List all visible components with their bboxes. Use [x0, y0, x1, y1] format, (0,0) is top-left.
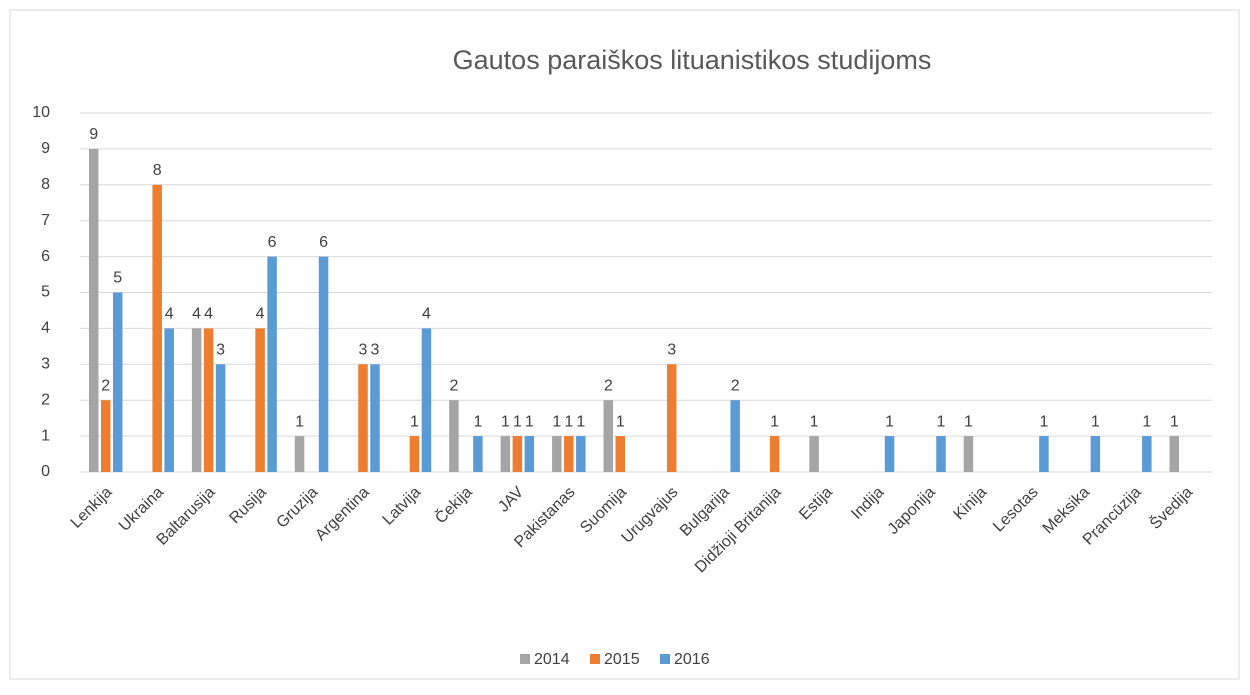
data-label: 3 — [359, 342, 368, 359]
data-label: 1 — [885, 413, 894, 430]
legend-swatch — [590, 654, 600, 664]
y-tick-label: 2 — [41, 391, 50, 408]
data-label: 2 — [449, 377, 458, 394]
bar — [564, 436, 574, 472]
legend-swatch — [520, 654, 530, 664]
data-label: 1 — [576, 413, 585, 430]
chart-border — [9, 9, 1240, 680]
data-label: 1 — [1142, 413, 1151, 430]
bar — [473, 436, 483, 472]
bar — [449, 400, 459, 472]
bar — [294, 436, 305, 472]
data-label: 1 — [410, 413, 419, 430]
chart-title: Gautos paraiškos lituanistikos studijoms — [453, 45, 932, 75]
bar — [809, 436, 819, 472]
bar — [267, 256, 277, 472]
data-label: 4 — [256, 306, 265, 323]
data-label: 1 — [937, 413, 946, 430]
bar — [1142, 436, 1152, 472]
bar — [603, 400, 614, 472]
y-tick-label: 0 — [41, 463, 50, 480]
data-label: 3 — [667, 342, 676, 359]
bar — [318, 256, 329, 472]
bar — [421, 328, 432, 472]
y-tick-label: 8 — [41, 176, 50, 193]
bar — [666, 364, 677, 472]
bar — [884, 436, 895, 472]
bar — [112, 292, 123, 472]
data-label: 3 — [371, 342, 380, 359]
data-label: 3 — [216, 342, 225, 359]
bar — [730, 400, 740, 472]
bar — [215, 364, 226, 472]
y-tick-label: 10 — [32, 104, 50, 121]
bar — [152, 184, 162, 473]
y-tick-label: 9 — [41, 140, 50, 157]
data-label: 2 — [101, 377, 110, 394]
data-label: 1 — [501, 413, 510, 430]
data-label: 8 — [153, 162, 162, 179]
data-label: 1 — [616, 413, 625, 430]
bar — [500, 436, 511, 472]
y-tick-label: 7 — [41, 212, 50, 229]
data-label: 1 — [513, 413, 522, 430]
y-tick-label: 5 — [41, 284, 50, 301]
bar — [512, 436, 523, 472]
bar — [552, 436, 562, 472]
data-label: 1 — [964, 413, 973, 430]
data-label: 4 — [422, 306, 431, 323]
bar — [164, 328, 174, 472]
bar — [100, 400, 111, 472]
data-label: 2 — [604, 377, 613, 394]
data-label: 4 — [165, 306, 174, 323]
y-tick-label: 3 — [41, 356, 50, 373]
data-label: 6 — [319, 234, 328, 251]
y-tick-label: 1 — [41, 427, 50, 444]
bar — [1169, 436, 1180, 472]
bar — [963, 436, 974, 472]
data-label: 1 — [1039, 413, 1048, 430]
bar — [88, 148, 99, 472]
data-label: 6 — [268, 234, 277, 251]
legend-swatch — [660, 654, 670, 664]
bar — [358, 364, 368, 472]
data-label: 1 — [810, 413, 819, 430]
data-label: 4 — [192, 306, 201, 323]
bar — [191, 328, 202, 472]
legend-label: 2016 — [674, 651, 710, 668]
data-label: 1 — [525, 413, 534, 430]
bar — [769, 436, 780, 472]
data-label: 1 — [295, 413, 304, 430]
bar — [576, 436, 586, 472]
data-label: 1 — [1091, 413, 1100, 430]
legend-label: 2015 — [604, 651, 640, 668]
legend-label: 2014 — [534, 651, 570, 668]
data-label: 1 — [564, 413, 573, 430]
bar — [409, 436, 420, 472]
bar — [203, 328, 214, 472]
data-label: 4 — [204, 306, 213, 323]
data-label: 1 — [1170, 413, 1179, 430]
data-label: 5 — [113, 270, 122, 287]
bar — [936, 436, 946, 472]
y-tick-label: 6 — [41, 248, 50, 265]
y-tick-label: 4 — [41, 320, 50, 337]
bar — [370, 364, 380, 472]
bar — [524, 436, 535, 472]
data-label: 9 — [89, 126, 98, 143]
data-label: 1 — [473, 413, 482, 430]
bar — [1090, 436, 1101, 472]
data-label: 1 — [770, 413, 779, 430]
bar — [615, 436, 626, 472]
bar — [1039, 436, 1049, 472]
bar — [255, 328, 265, 472]
data-label: 1 — [552, 413, 561, 430]
data-label: 2 — [731, 377, 740, 394]
